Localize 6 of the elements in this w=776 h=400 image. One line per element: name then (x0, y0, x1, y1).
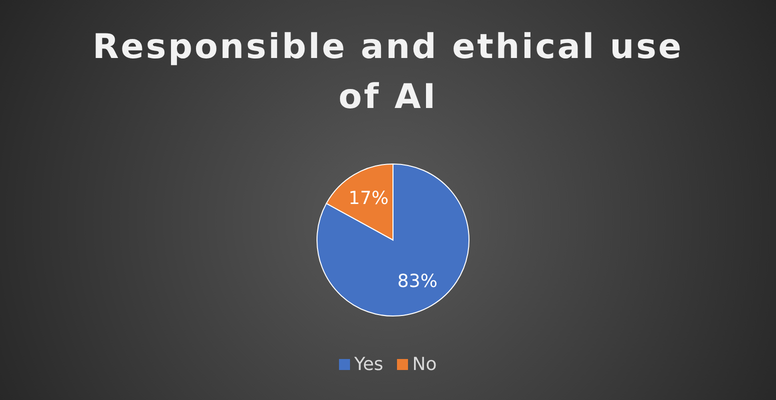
data-label: 17% (348, 188, 389, 210)
legend-label: No (411, 354, 437, 375)
pie-slice (316, 164, 470, 316)
data-label: 83% (397, 270, 438, 292)
chart-title: Responsible and ethical use of AI (92, 26, 684, 119)
slice-label: Yes (353, 354, 384, 375)
